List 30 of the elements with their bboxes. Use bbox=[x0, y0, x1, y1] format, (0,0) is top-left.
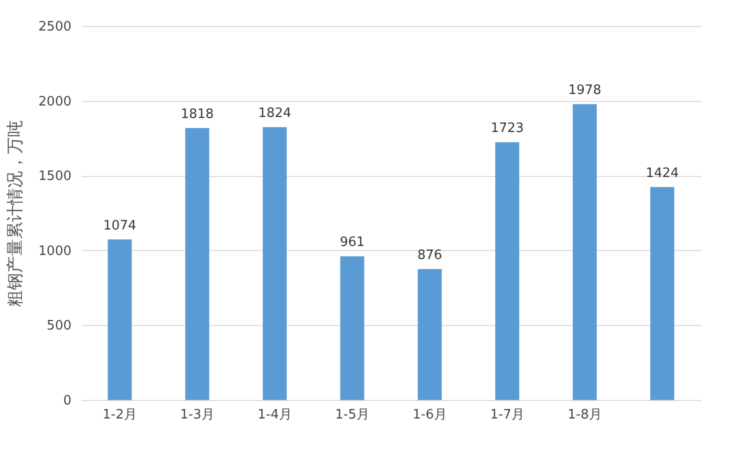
data-label: 1818 bbox=[180, 107, 214, 122]
data-label: 1824 bbox=[258, 106, 292, 122]
y-axis-title: 粗钢产量累计情况，万吨 bbox=[5, 120, 26, 307]
y-tick-label: 2000 bbox=[38, 94, 72, 110]
data-label: 876 bbox=[417, 248, 442, 263]
y-tick-label: 500 bbox=[46, 318, 72, 334]
bar bbox=[418, 268, 442, 400]
x-tick-label: 1-8月 bbox=[568, 408, 602, 422]
x-tick-label: 1-6月 bbox=[412, 408, 447, 422]
y-tick-label: 1500 bbox=[38, 169, 72, 184]
x-tick-label: 1-5月 bbox=[335, 408, 370, 422]
data-label: 1424 bbox=[646, 166, 679, 181]
bar bbox=[495, 142, 520, 400]
bar bbox=[262, 127, 287, 400]
data-label: 1723 bbox=[490, 121, 524, 136]
x-tick-label: 1-4月 bbox=[258, 408, 292, 422]
data-label: 1074 bbox=[103, 218, 136, 234]
bar bbox=[650, 186, 674, 400]
x-tick-label: 1-3月 bbox=[180, 408, 214, 422]
data-label: 1978 bbox=[568, 83, 602, 98]
bar bbox=[340, 256, 364, 400]
x-tick-label: 1-7月 bbox=[490, 408, 524, 422]
bar bbox=[108, 239, 132, 400]
x-tick-label: 1-2月 bbox=[102, 408, 137, 422]
y-tick-label: 1000 bbox=[38, 244, 72, 259]
y-tick-label: 2500 bbox=[38, 20, 72, 34]
data-label: 961 bbox=[340, 235, 365, 250]
y-tick-label: 0 bbox=[63, 394, 72, 408]
bar bbox=[185, 128, 210, 400]
bar bbox=[572, 104, 597, 400]
